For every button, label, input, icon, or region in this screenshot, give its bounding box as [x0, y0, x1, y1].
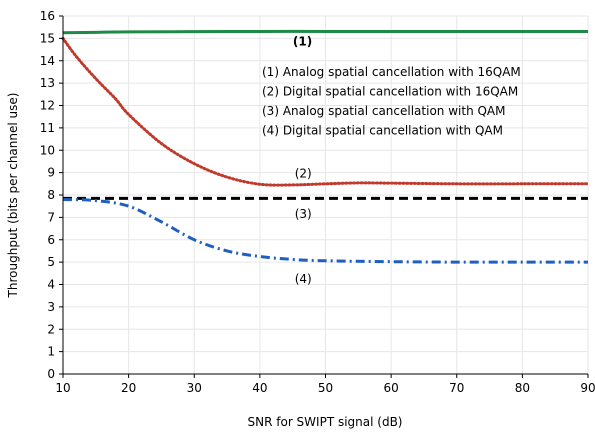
y-tick-label: 1	[47, 345, 55, 359]
y-tick-label: 11	[40, 121, 55, 135]
y-tick-label: 15	[40, 31, 55, 45]
x-tick-label: 20	[121, 381, 136, 395]
y-tick-label: 14	[40, 54, 55, 68]
curve-label: (4)	[295, 272, 312, 286]
y-tick-label: 10	[40, 143, 55, 157]
y-tick-label: 9	[47, 166, 55, 180]
x-tick-label: 60	[383, 381, 398, 395]
curve-label: (2)	[295, 167, 312, 181]
legend-entry: (1) Analog spatial cancellation with 16Q…	[262, 65, 521, 79]
y-tick-label: 12	[40, 99, 55, 113]
y-tick-label: 2	[47, 322, 55, 336]
legend-entry: (3) Analog spatial cancellation with QAM	[262, 104, 506, 118]
x-axis-title: SNR for SWIPT signal (dB)	[248, 415, 403, 429]
x-tick-label: 90	[580, 381, 595, 395]
axes	[59, 15, 589, 378]
y-tick-label: 6	[47, 233, 55, 247]
x-tick-label: 50	[318, 381, 333, 395]
x-tick-labels: 10 20 30 40 50 60 70 80 90	[55, 381, 595, 395]
x-tick-label: 30	[187, 381, 202, 395]
curve-label: (1)	[293, 35, 312, 49]
legend-entry: (4) Digital spatial cancellation with QA…	[262, 124, 503, 138]
y-tick-label: 7	[47, 210, 55, 224]
y-tick-label: 8	[47, 188, 55, 202]
legend-entry: (2) Digital spatial cancellation with 16…	[262, 85, 518, 99]
y-tick-label: 0	[47, 367, 55, 381]
series-lines	[61, 29, 590, 264]
y-tick-label: 13	[40, 76, 55, 90]
legend: (1) Analog spatial cancellation with 16Q…	[262, 65, 521, 138]
curve-labels: (1) (2) (3) (4)	[293, 35, 312, 286]
series-line-1	[62, 29, 588, 35]
x-tick-label: 80	[515, 381, 530, 395]
x-tick-label: 40	[252, 381, 267, 395]
y-axis-title: Throughput (bits per channel use)	[6, 93, 20, 299]
y-tick-label: 4	[47, 278, 55, 292]
curve-label: (3)	[295, 207, 312, 221]
y-tick-label: 16	[40, 9, 55, 23]
series-line-4	[62, 197, 588, 264]
y-tick-label: 5	[47, 255, 55, 269]
x-tick-label: 70	[449, 381, 464, 395]
x-tick-label: 10	[55, 381, 70, 395]
y-tick-label: 3	[47, 300, 55, 314]
series-line-2	[61, 36, 590, 187]
